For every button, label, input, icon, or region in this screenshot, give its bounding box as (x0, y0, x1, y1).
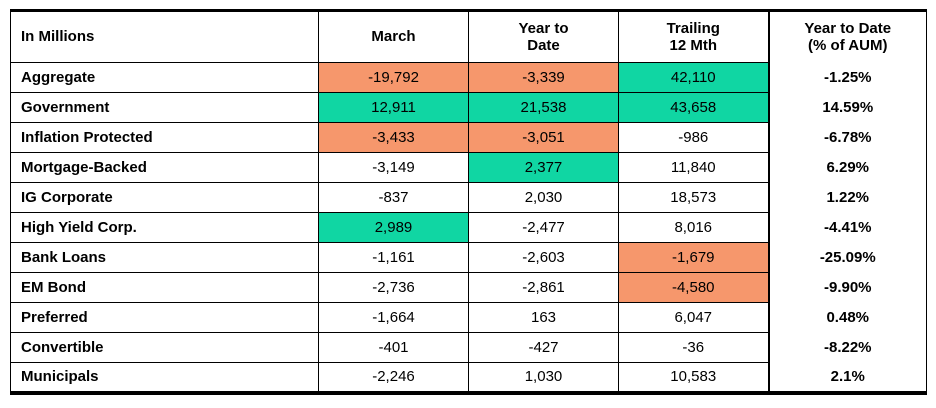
row-label: Aggregate (10, 62, 319, 93)
table-row: Government 12,911 21,538 43,658 14.59% (10, 92, 927, 123)
value-cell: 43,658 (618, 92, 769, 123)
value-cell: -2,736 (318, 272, 469, 303)
row-label: Inflation Protected (10, 122, 319, 153)
value-cell: 12,911 (318, 92, 469, 123)
value-cell: 2,989 (318, 212, 469, 243)
table-body: Aggregate -19,792 -3,339 42,110 -1.25% Govern… (10, 62, 927, 393)
value-cell: 14.59% (767, 92, 927, 123)
value-cell: -19,792 (318, 62, 469, 93)
table-row: Bank Loans -1,161 -2,603 -1,679 -25.09% (10, 242, 927, 273)
unit-label: In Millions (10, 10, 319, 63)
value-cell: -6.78% (767, 122, 927, 153)
value-cell: 42,110 (618, 62, 769, 93)
value-cell: -8.22% (767, 332, 927, 363)
value-cell: 1,030 (468, 362, 619, 393)
value-cell: 0.48% (767, 302, 927, 333)
table-row: Preferred -1,664 163 6,047 0.48% (10, 302, 927, 333)
value-cell: -25.09% (767, 242, 927, 273)
table-header: In Millions March Year to Date Trailing 12 … (10, 10, 927, 63)
column-header-trailing-12-mth: Trailing 12 Mth (618, 10, 769, 63)
row-label: Municipals (10, 362, 319, 393)
row-label: IG Corporate (10, 182, 319, 213)
row-label: Mortgage-Backed (10, 152, 319, 183)
value-cell: -2,603 (468, 242, 619, 273)
value-cell: -2,861 (468, 272, 619, 303)
fund-flows-table: In Millions March Year to Date Trailing 12 … (10, 9, 927, 395)
value-cell: -4,580 (618, 272, 769, 303)
row-label: Preferred (10, 302, 319, 333)
value-cell: -9.90% (767, 272, 927, 303)
value-cell: -427 (468, 332, 619, 363)
table-row: Inflation Protected -3,433 -3,051 -986 -6.78… (10, 122, 927, 153)
table-row: High Yield Corp. 2,989 -2,477 8,016 -4.41% (10, 212, 927, 243)
row-label: EM Bond (10, 272, 319, 303)
value-cell: 1.22% (767, 182, 927, 213)
value-cell: 6,047 (618, 302, 769, 333)
table-row: EM Bond -2,736 -2,861 -4,580 -9.90% (10, 272, 927, 303)
value-cell: 11,840 (618, 152, 769, 183)
row-label: Bank Loans (10, 242, 319, 273)
row-label: High Yield Corp. (10, 212, 319, 243)
value-cell: 2,377 (468, 152, 619, 183)
value-cell: 10,583 (618, 362, 769, 393)
value-cell: -1,679 (618, 242, 769, 273)
value-cell: 163 (468, 302, 619, 333)
value-cell: -1.25% (767, 62, 927, 93)
header-row: In Millions March Year to Date Trailing 12 … (10, 10, 927, 63)
value-cell: -4.41% (767, 212, 927, 243)
column-header-year-to-date: Year to Date (468, 10, 619, 63)
table-row: IG Corporate -837 2,030 18,573 1.22% (10, 182, 927, 213)
value-cell: 8,016 (618, 212, 769, 243)
value-cell: -3,051 (468, 122, 619, 153)
page: In Millions March Year to Date Trailing 12 … (10, 9, 927, 395)
table-row: Aggregate -19,792 -3,339 42,110 -1.25% (10, 62, 927, 93)
value-cell: -837 (318, 182, 469, 213)
row-label: Government (10, 92, 319, 123)
table-row: Convertible -401 -427 -36 -8.22% (10, 332, 927, 363)
value-cell: 18,573 (618, 182, 769, 213)
value-cell: -2,246 (318, 362, 469, 393)
value-cell: -2,477 (468, 212, 619, 243)
value-cell: -1,161 (318, 242, 469, 273)
value-cell: -36 (618, 332, 769, 363)
value-cell: 6.29% (767, 152, 927, 183)
value-cell: 2,030 (468, 182, 619, 213)
table-row: Mortgage-Backed -3,149 2,377 11,840 6.29% (10, 152, 927, 183)
row-label: Convertible (10, 332, 319, 363)
value-cell: -1,664 (318, 302, 469, 333)
value-cell: -3,433 (318, 122, 469, 153)
column-header-march: March (318, 10, 469, 63)
value-cell: -986 (618, 122, 769, 153)
column-header-year-to-date-pct-aum: Year to Date (% of AUM) (767, 10, 927, 63)
value-cell: -3,339 (468, 62, 619, 93)
value-cell: -401 (318, 332, 469, 363)
value-cell: 2.1% (767, 362, 927, 393)
value-cell: -3,149 (318, 152, 469, 183)
value-cell: 21,538 (468, 92, 619, 123)
table-row: Municipals -2,246 1,030 10,583 2.1% (10, 362, 927, 393)
